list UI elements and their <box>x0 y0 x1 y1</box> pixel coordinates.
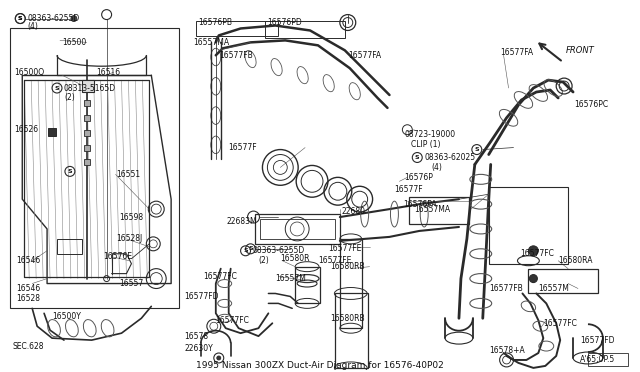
Text: 16577FA: 16577FA <box>500 48 534 57</box>
Text: 16500: 16500 <box>62 38 86 47</box>
Circle shape <box>217 356 221 360</box>
Bar <box>84 100 90 106</box>
Text: S: S <box>54 86 60 90</box>
Text: 16516: 16516 <box>97 68 121 77</box>
Bar <box>84 115 90 121</box>
Text: 08363-62025: 08363-62025 <box>424 153 476 162</box>
Text: 16577FE: 16577FE <box>328 244 362 253</box>
Text: CLIP (1): CLIP (1) <box>412 140 441 149</box>
Text: S: S <box>415 155 420 160</box>
Text: 16580RB: 16580RB <box>330 262 365 271</box>
Bar <box>410 197 469 224</box>
Text: 16577F: 16577F <box>228 143 257 152</box>
Circle shape <box>529 246 538 256</box>
Text: 16578+A: 16578+A <box>489 346 524 355</box>
Text: 16526: 16526 <box>14 125 38 134</box>
Text: 16557MA: 16557MA <box>193 38 229 47</box>
Bar <box>260 219 335 239</box>
Text: 08313-5165D: 08313-5165D <box>64 84 116 93</box>
Text: S: S <box>248 246 253 251</box>
Text: 16577FA: 16577FA <box>348 51 381 60</box>
Text: (4): (4) <box>431 163 442 172</box>
Text: 16557MA: 16557MA <box>414 205 451 214</box>
Text: 16580RA: 16580RA <box>558 256 593 265</box>
Text: 16576E: 16576E <box>104 252 132 261</box>
Text: 16577F: 16577F <box>394 185 423 194</box>
Bar <box>84 145 90 151</box>
Text: SEC.628: SEC.628 <box>12 341 44 350</box>
Text: 16577FC: 16577FC <box>203 272 237 281</box>
Text: (4): (4) <box>28 22 38 31</box>
Text: 16577FC: 16577FC <box>520 249 554 258</box>
Text: 16557M: 16557M <box>538 284 569 293</box>
Text: 16580R: 16580R <box>280 254 310 263</box>
Text: 16557M: 16557M <box>275 274 306 283</box>
Bar <box>588 353 628 366</box>
Text: 16546: 16546 <box>16 284 40 293</box>
Text: 16576PD: 16576PD <box>268 18 302 27</box>
Text: 16577FB: 16577FB <box>219 51 253 60</box>
Bar <box>529 269 598 294</box>
Text: 22683M: 22683M <box>227 217 257 225</box>
Text: A'65;0P.5: A'65;0P.5 <box>580 356 615 365</box>
Text: 16576PC: 16576PC <box>574 100 608 109</box>
Text: 16576P: 16576P <box>404 173 433 182</box>
Circle shape <box>71 16 77 22</box>
Bar <box>266 20 345 38</box>
Text: 08363-6255D: 08363-6255D <box>28 14 79 23</box>
Circle shape <box>529 275 538 283</box>
Text: (2): (2) <box>64 93 75 102</box>
Bar <box>82 80 93 92</box>
Text: 22630Y: 22630Y <box>184 344 212 353</box>
Text: 08723-19000: 08723-19000 <box>404 130 456 139</box>
Text: (2): (2) <box>259 256 269 265</box>
Text: 16546: 16546 <box>16 256 40 265</box>
Text: S: S <box>18 16 22 21</box>
Bar <box>335 294 367 368</box>
Text: S: S <box>18 16 22 21</box>
Text: 16576PA: 16576PA <box>403 200 437 209</box>
Text: 16500Q: 16500Q <box>14 68 44 77</box>
Bar <box>10 29 179 308</box>
Bar <box>295 267 320 304</box>
Text: 16528: 16528 <box>16 294 40 303</box>
Text: 16577FD: 16577FD <box>184 292 218 301</box>
Text: 16551: 16551 <box>116 170 141 179</box>
Text: 16557: 16557 <box>120 279 144 288</box>
Text: S: S <box>474 147 479 152</box>
Text: 16577FD: 16577FD <box>580 336 614 344</box>
Text: 16598: 16598 <box>120 212 143 222</box>
Text: 22680: 22680 <box>342 206 366 216</box>
Text: 16577FC: 16577FC <box>215 316 249 325</box>
Bar <box>196 20 278 36</box>
Text: S: S <box>68 169 72 174</box>
Text: 16577FC: 16577FC <box>543 319 577 328</box>
Text: 16576PB: 16576PB <box>198 18 232 27</box>
Text: S: S <box>243 248 248 253</box>
Bar <box>489 187 568 264</box>
Bar <box>57 239 82 254</box>
Text: 1995 Nissan 300ZX Duct-Air Diagram for 16576-40P02: 1995 Nissan 300ZX Duct-Air Diagram for 1… <box>196 362 444 371</box>
Bar <box>84 160 90 166</box>
Bar <box>48 128 56 136</box>
Text: 16577FE: 16577FE <box>318 256 351 265</box>
Text: 08363-6255D: 08363-6255D <box>253 246 305 255</box>
Text: 16528J: 16528J <box>116 234 143 243</box>
Text: 16578: 16578 <box>184 332 208 341</box>
Bar <box>84 130 90 136</box>
Bar <box>340 239 362 328</box>
Text: 16577FB: 16577FB <box>489 284 522 293</box>
Bar <box>255 214 340 244</box>
Text: FRONT: FRONT <box>566 46 595 55</box>
Text: 16580RB: 16580RB <box>330 314 365 323</box>
Text: 16500Y: 16500Y <box>52 312 81 321</box>
